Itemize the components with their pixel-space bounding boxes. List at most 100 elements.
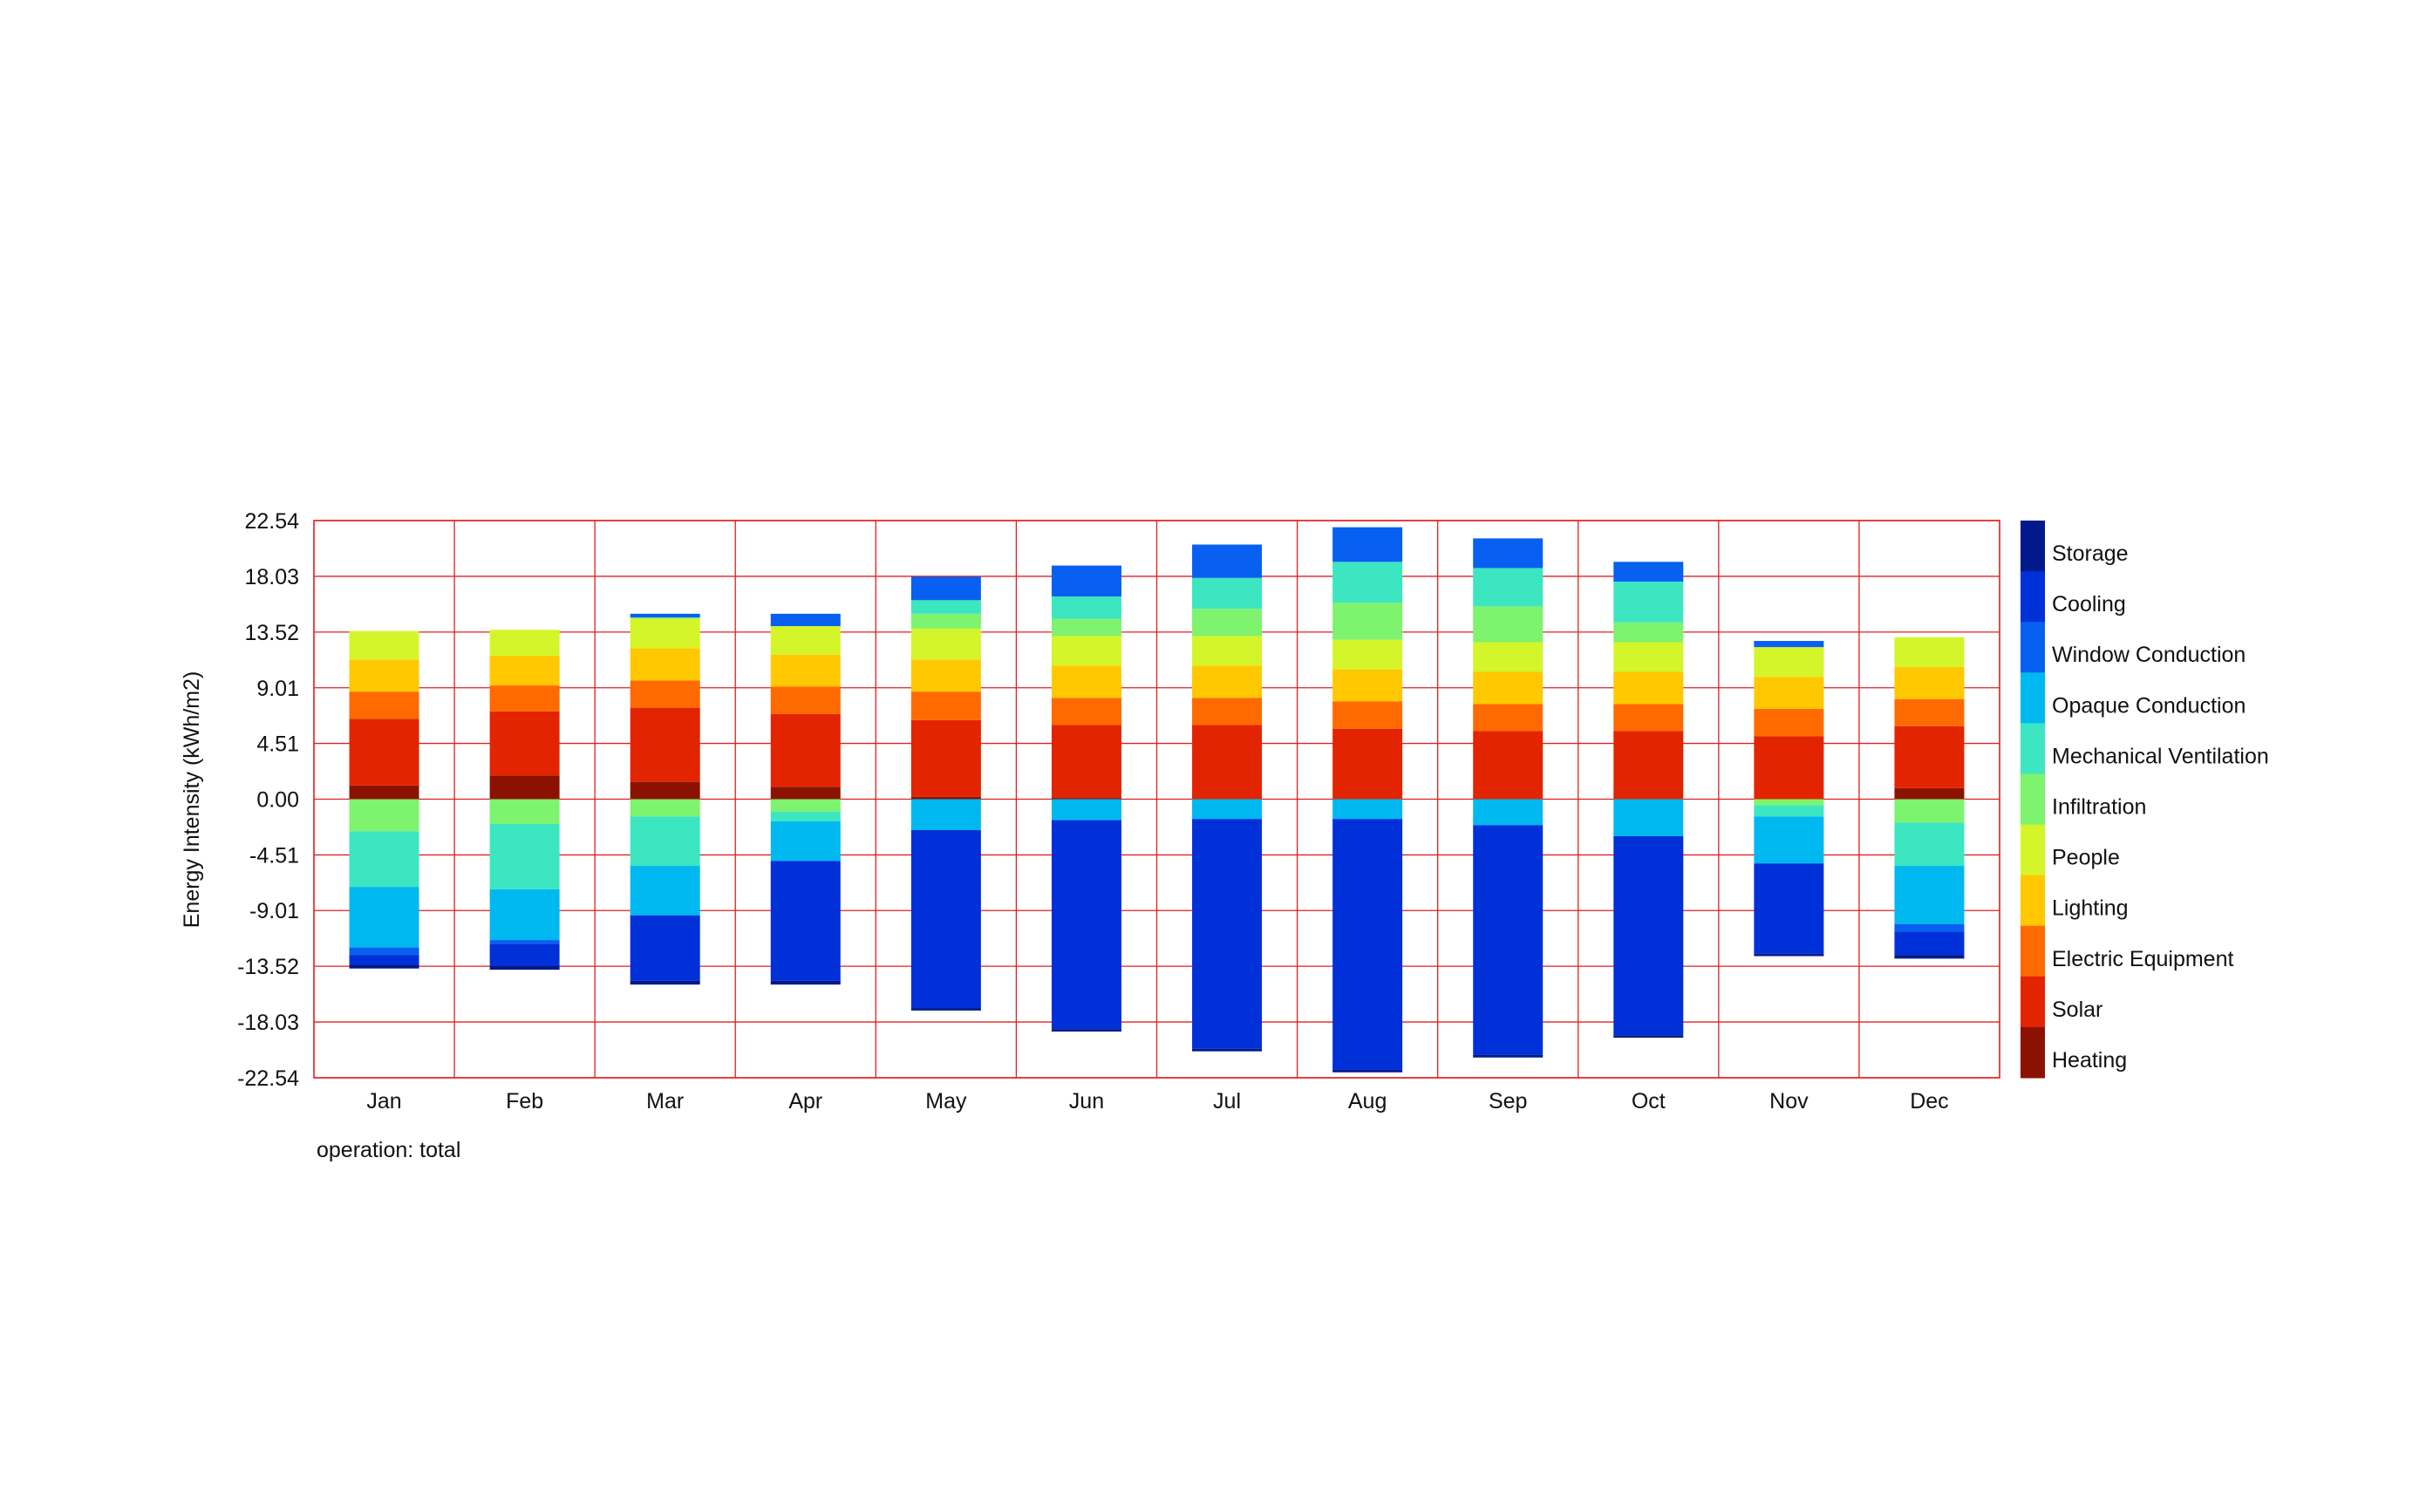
legend-label-cooling: Cooling <box>2052 592 2126 616</box>
bar-segment-window-conduction <box>770 613 841 627</box>
bar-segment-window-conduction <box>1192 544 1263 578</box>
bar-segment-people <box>770 626 841 655</box>
bar-segment-cooling <box>1754 863 1824 954</box>
bar-segment-people <box>489 630 560 657</box>
bar-segment-electric-equipment <box>349 691 419 719</box>
bar-segment-infiltration <box>489 799 560 824</box>
bar-segment-storage <box>349 964 419 969</box>
bar-segment-infiltration <box>1192 609 1263 637</box>
x-tick-label: Nov <box>1769 1089 1809 1114</box>
bar-segment-electric-equipment <box>1332 701 1403 729</box>
bar-segment-storage <box>1051 1029 1121 1032</box>
bar-segment-lighting <box>1613 671 1684 705</box>
bar-segment-lighting <box>349 659 419 692</box>
bar-segment-window-conduction <box>1332 527 1403 562</box>
bar-segment-infiltration <box>1332 603 1403 640</box>
x-tick-label: Jan <box>366 1089 401 1114</box>
bar-segment-lighting <box>630 648 700 681</box>
bar-segment-people <box>1192 636 1263 666</box>
bar-segment-people <box>1613 642 1684 672</box>
legend-swatch-cooling <box>2021 571 2045 623</box>
operation-label: operation: total <box>317 1138 460 1162</box>
bar-segment-infiltration <box>349 799 419 832</box>
bar-segment-lighting <box>770 654 841 687</box>
bar-segment-electric-equipment <box>489 685 560 712</box>
x-tick-label: Apr <box>788 1089 822 1114</box>
bar-segment-people <box>1473 642 1544 672</box>
bar-segment-window-conduction <box>910 576 981 601</box>
bar-segment-opaque-conduction <box>349 887 419 948</box>
bar-segment-heating <box>489 775 560 800</box>
bar-segment-heating <box>770 787 841 800</box>
x-tick-label: Dec <box>1910 1089 1948 1114</box>
bar-segment-opaque-conduction <box>910 799 981 830</box>
legend-swatch-mechanical-ventilation <box>2021 723 2045 774</box>
bar-segment-lighting <box>910 659 981 692</box>
y-tick-label: -18.03 <box>237 1011 299 1035</box>
y-tick-label: -13.52 <box>237 955 299 979</box>
x-tick-label: Oct <box>1632 1089 1666 1114</box>
bar-segment-cooling <box>349 955 419 965</box>
bar-segment-cooling <box>489 943 560 966</box>
bar-segment-heating <box>1894 787 1965 800</box>
x-tick-label: Jul <box>1213 1089 1241 1114</box>
bar-segment-electric-equipment <box>630 680 700 708</box>
bar-segment-lighting <box>489 656 560 686</box>
bar-segment-mechanical-ventilation <box>770 811 841 822</box>
bar-segment-electric-equipment <box>770 686 841 714</box>
bar-segment-infiltration <box>1613 622 1684 643</box>
bar-segment-electric-equipment <box>1613 704 1684 732</box>
bar-segment-storage <box>630 980 700 985</box>
bar-segment-cooling <box>910 829 981 1009</box>
bar-segment-people <box>1894 637 1965 667</box>
bar-segment-mechanical-ventilation <box>1754 805 1824 817</box>
bar-segment-infiltration <box>910 613 981 629</box>
x-tick-label: Feb <box>506 1089 543 1114</box>
bar-segment-storage <box>770 980 841 985</box>
bar-segment-mechanical-ventilation <box>630 816 700 867</box>
bar-segment-mechanical-ventilation <box>349 831 419 888</box>
bar-segment-infiltration <box>630 799 700 817</box>
y-tick-label: 4.51 <box>256 732 299 757</box>
legend-swatch-opaque-conduction <box>2021 672 2045 724</box>
y-tick-label: 18.03 <box>244 565 299 589</box>
x-tick-label: Aug <box>1348 1089 1387 1114</box>
bar-segment-infiltration <box>1754 799 1824 806</box>
bar-segment-mechanical-ventilation <box>489 823 560 889</box>
y-tick-label: -22.54 <box>237 1066 299 1091</box>
y-tick-label: 9.01 <box>256 677 299 701</box>
bar-segment-lighting <box>1894 666 1965 699</box>
bar-segment-storage <box>1754 953 1824 957</box>
y-tick-label: 0.00 <box>256 788 299 813</box>
bar-segment-people <box>910 628 981 660</box>
bar-segment-solar <box>1754 736 1824 800</box>
bar-segment-heating <box>910 796 981 800</box>
bar-segment-storage <box>1192 1048 1263 1052</box>
bar-segment-cooling <box>1473 825 1544 1055</box>
bar-segment-window-conduction <box>1754 641 1824 648</box>
bar-segment-solar <box>349 719 419 786</box>
x-tick-label: May <box>925 1089 967 1114</box>
bar-segment-cooling <box>1332 819 1403 1070</box>
bar-segment-storage <box>1613 1035 1684 1039</box>
bar-segment-opaque-conduction <box>1613 799 1684 837</box>
bar-segment-window-conduction <box>1051 565 1121 597</box>
bar-segment-storage <box>489 965 560 971</box>
bar-segment-window-conduction <box>1613 562 1684 582</box>
bar-segment-lighting <box>1754 677 1824 710</box>
bar-segment-cooling <box>1894 931 1965 956</box>
y-tick-label: -4.51 <box>249 843 299 868</box>
x-tick-labels: Jan Feb Mar Apr May Jun Jul Aug Sep Oct Nov Dec <box>366 1089 1948 1114</box>
bar-segment-opaque-conduction <box>489 889 560 941</box>
x-tick-label: Sep <box>1489 1089 1527 1114</box>
y-tick-label: 22.54 <box>244 509 299 534</box>
bar-segment-mechanical-ventilation <box>1613 582 1684 623</box>
y-axis-label: Energy Intensity (kWh/m2) <box>180 671 204 929</box>
bar-segment-infiltration <box>770 799 841 812</box>
bars <box>349 527 1965 1073</box>
legend-swatch-solar <box>2021 976 2045 1028</box>
bar-segment-electric-equipment <box>1473 704 1544 732</box>
bar-segment-opaque-conduction <box>1051 799 1121 821</box>
legend-swatch-window-conduction <box>2021 622 2045 673</box>
